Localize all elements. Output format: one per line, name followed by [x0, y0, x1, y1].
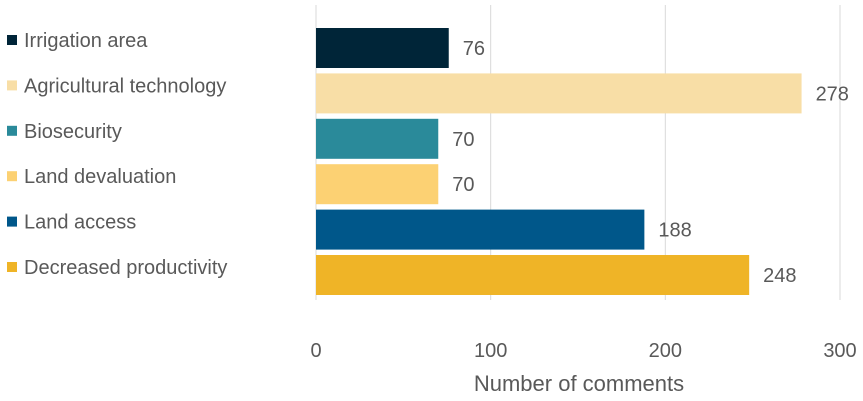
legend-label: Biosecurity — [24, 121, 122, 143]
x-axis-ticks: 0 100 200 300 — [310, 340, 856, 362]
legend-label: Land devaluation — [24, 166, 176, 188]
legend-swatch — [7, 171, 17, 182]
bar — [316, 255, 750, 295]
bars — [316, 28, 802, 295]
legend-label: Land access — [24, 212, 136, 234]
value-labels: 76 278 70 70 188 248 — [452, 38, 849, 287]
bar — [316, 73, 802, 114]
legend-label: Agricultural technology — [24, 75, 226, 97]
bar — [316, 118, 439, 159]
legend-swatch — [7, 35, 17, 45]
x-tick-label: 200 — [649, 340, 682, 362]
legend-swatch — [7, 80, 17, 91]
data-label: 70 — [452, 129, 474, 151]
bar — [316, 164, 439, 205]
legend-swatch — [7, 216, 17, 227]
bar — [316, 209, 645, 250]
legend-label: Decreased productivity — [24, 257, 227, 279]
legend: Irrigation area Agricultural technology Bi… — [7, 30, 227, 279]
data-label: 188 — [658, 220, 691, 242]
legend-label: Irrigation area — [24, 30, 148, 52]
bar — [316, 28, 449, 68]
x-tick-label: 0 — [310, 340, 321, 362]
data-label: 76 — [463, 38, 485, 60]
legend-swatch — [7, 262, 17, 272]
legend-swatch — [7, 125, 17, 136]
data-label: 70 — [452, 174, 474, 196]
data-label: 248 — [763, 265, 796, 287]
x-tick-label: 100 — [474, 340, 507, 362]
data-label: 278 — [816, 83, 849, 105]
x-tick-label: 300 — [823, 340, 856, 362]
x-axis-title: Number of comments — [474, 371, 684, 396]
